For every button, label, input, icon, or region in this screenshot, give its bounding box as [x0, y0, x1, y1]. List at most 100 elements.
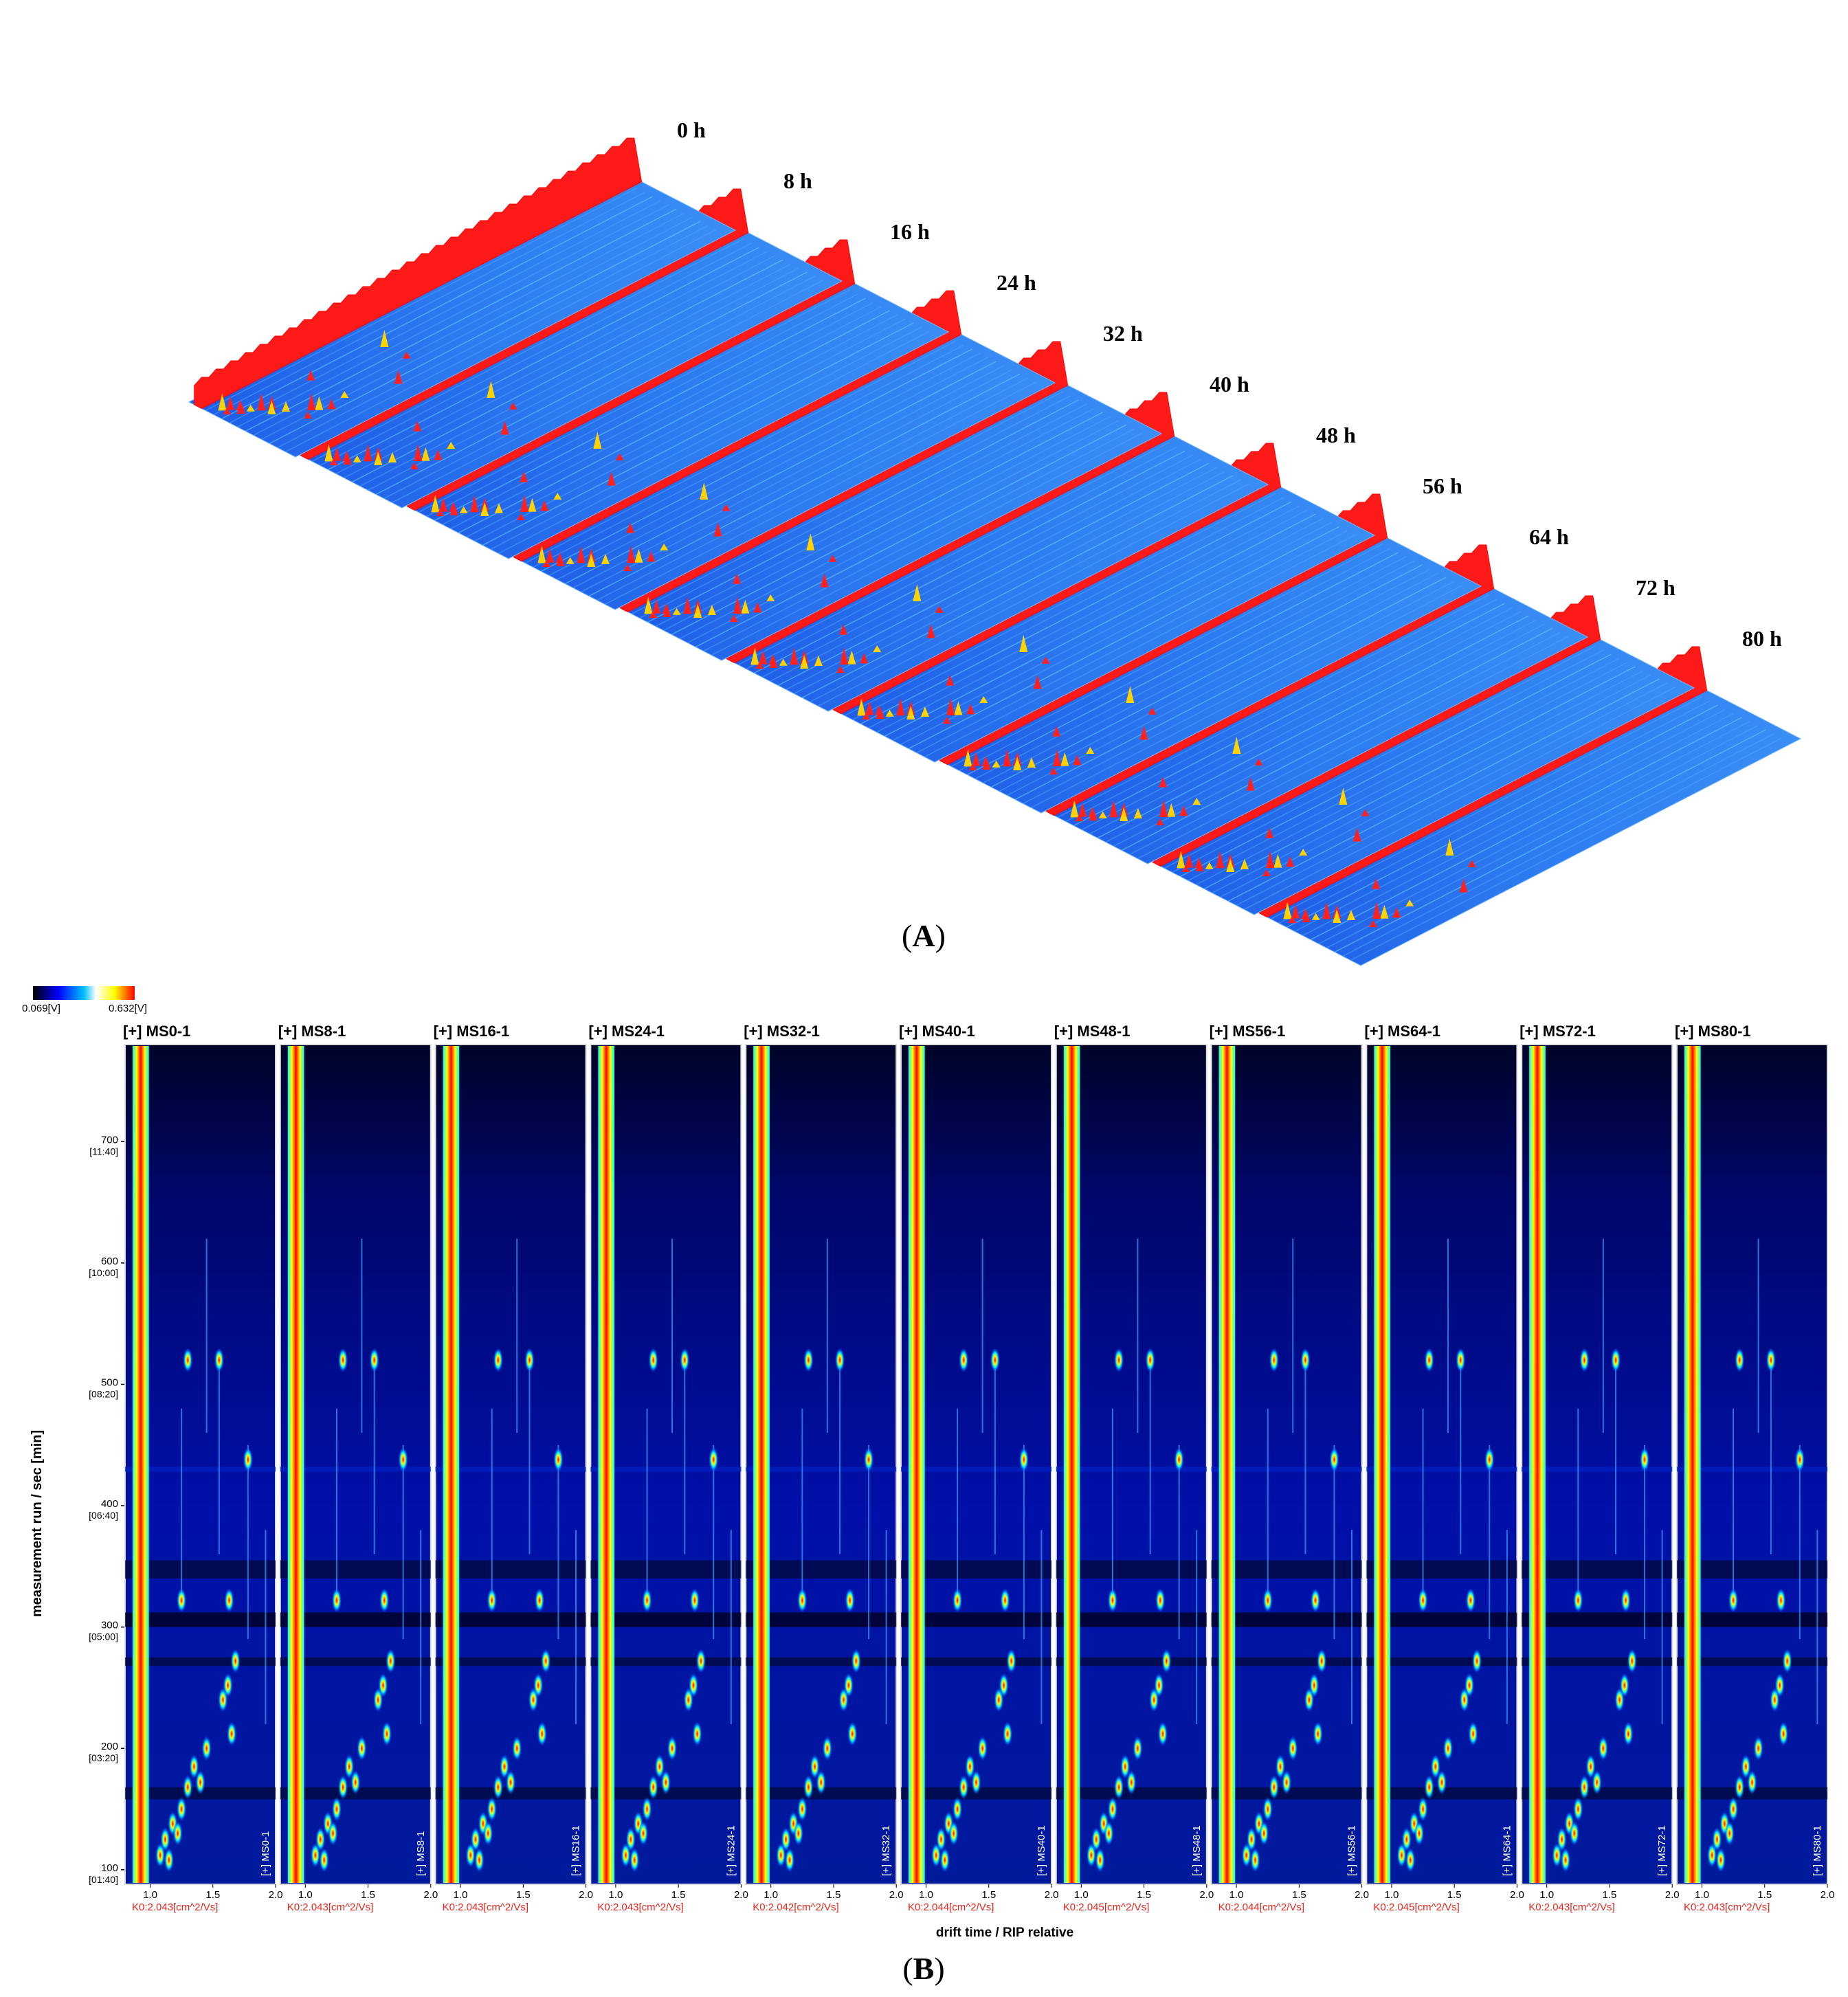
peak-spike	[1240, 858, 1249, 869]
peak-spike	[394, 370, 403, 384]
x-tick-label: 1.0	[1695, 1889, 1709, 1901]
timepoint-label-8: 64 h	[1529, 524, 1569, 549]
peak-spot	[1418, 1796, 1428, 1822]
peak-spot	[1782, 1649, 1792, 1674]
slab-streak	[1196, 662, 1628, 886]
peak-spike	[1003, 749, 1012, 767]
slab-streak	[1310, 717, 1742, 941]
peak-spike	[615, 453, 624, 460]
peak-spike	[1078, 803, 1087, 817]
slab-0	[188, 137, 737, 458]
peak-spike	[806, 533, 815, 551]
peak-spike	[1333, 908, 1342, 923]
timepoint-label-10: 80 h	[1742, 626, 1782, 651]
heatmap-panel-7: [+] MS56-1 [+] MS56-1 1.0 1.5 2.0 K0:2.044[cm…	[1210, 1023, 1369, 1913]
peak-spike	[1049, 768, 1058, 775]
y-axis-label: measurement run / sec [min]	[30, 1430, 45, 1617]
peak-spot	[803, 1774, 814, 1800]
slab-streak	[466, 314, 898, 538]
peak-spot	[1405, 1847, 1416, 1873]
peak-spot	[1728, 1796, 1739, 1822]
peak-spot	[506, 1770, 516, 1795]
peak-spot	[328, 1820, 338, 1846]
peak-spot	[1095, 1847, 1105, 1873]
peak-spot	[493, 1774, 503, 1800]
peak-spot	[948, 1820, 959, 1846]
heatmap-panel-10: [+] MS80-1 [+] MS80-1 1.0 1.5 2.0 K0:2.043[cm…	[1675, 1023, 1834, 1913]
peak-spot	[524, 1348, 535, 1373]
peak-spot	[785, 1847, 795, 1873]
peak-spot	[1715, 1847, 1726, 1873]
colorbar: 0.069[V] 0.632[V]	[22, 986, 147, 1014]
peak-spot	[965, 1754, 975, 1779]
slab-streak	[794, 471, 1225, 695]
peak-spike	[307, 370, 315, 381]
peak-spike	[733, 596, 742, 614]
peak-spot	[537, 1721, 547, 1747]
peak-spot	[1611, 1348, 1621, 1373]
slab-streak	[801, 475, 1234, 699]
peak-spike	[380, 330, 389, 348]
peak-spot	[483, 1820, 493, 1846]
peak-spot	[164, 1847, 174, 1873]
peak-spike	[1352, 827, 1361, 842]
band	[1056, 1612, 1207, 1627]
slab-streak	[557, 357, 989, 581]
peak-spike	[1445, 838, 1454, 856]
panel-side-label: [+] MS80-1	[1812, 1825, 1823, 1876]
heatmap-panel-6: [+] MS48-1 [+] MS48-1 1.0 1.5 2.0 K0:2.045[cm…	[1054, 1023, 1214, 1913]
peak-spike	[847, 650, 856, 665]
slab-streak	[631, 391, 1063, 615]
k0-label: K0:2.044[cm^2/Vs]	[1218, 1901, 1304, 1913]
peak-spike	[660, 543, 669, 550]
peak-spike	[1459, 878, 1468, 893]
slab-streak	[737, 442, 1170, 666]
x-tick-label: 2.0	[1355, 1889, 1369, 1901]
slab-streak	[320, 243, 752, 467]
peak-spot	[474, 1847, 485, 1873]
y-axis-ticks: 100[01:40] 200[03:20] 300[05:00] 400[06:40]…	[89, 1134, 125, 1885]
panel-side-label: [+] MS40-1	[1036, 1825, 1047, 1876]
peak-spot	[1640, 1447, 1650, 1472]
peak-spot	[1776, 1587, 1786, 1613]
band	[1366, 1466, 1517, 1472]
peak-spike	[1291, 904, 1300, 919]
peak-spot	[224, 1587, 234, 1613]
peak-spike	[790, 647, 799, 665]
peak-spike	[1133, 807, 1142, 818]
slab-streak	[418, 289, 850, 513]
peak-spot	[1133, 1736, 1143, 1761]
peak-spike	[1041, 656, 1050, 664]
peak-spot	[1104, 1820, 1114, 1846]
colorbar-min-label: 0.069[V]	[22, 1003, 60, 1014]
x-tick-label: 1.5	[516, 1889, 531, 1901]
peak-spot	[1753, 1736, 1763, 1761]
peak-spike	[1098, 811, 1107, 818]
band	[1522, 1466, 1673, 1472]
peak-spike	[623, 564, 632, 572]
peak-spike	[860, 653, 869, 664]
peak-spike	[700, 482, 709, 500]
peak-spot	[822, 1736, 832, 1761]
peak-spike	[733, 573, 742, 584]
band	[1366, 1560, 1517, 1578]
rip-line	[1374, 1046, 1391, 1883]
timepoint-label-0: 0 h	[677, 118, 706, 142]
peak-spike	[1380, 904, 1389, 919]
peak-spike	[964, 749, 972, 767]
colorbar-max-label: 0.632[V]	[109, 1003, 147, 1014]
peak-spot	[1149, 1687, 1159, 1712]
peak-spike	[593, 432, 602, 449]
peak-spike	[353, 455, 361, 462]
peak-spike	[766, 594, 775, 601]
peak-spike	[329, 458, 338, 466]
slab-streak	[1326, 725, 1758, 949]
panel-side-label: [+] MS16-1	[570, 1825, 582, 1876]
band	[590, 1612, 742, 1627]
peak-spot	[1262, 1587, 1273, 1613]
slab-streak	[868, 505, 1300, 729]
peak-spike	[537, 546, 546, 564]
panel-side-label: [+] MS48-1	[1191, 1825, 1203, 1876]
slab-streak	[892, 517, 1324, 741]
peak-spike	[601, 553, 610, 564]
